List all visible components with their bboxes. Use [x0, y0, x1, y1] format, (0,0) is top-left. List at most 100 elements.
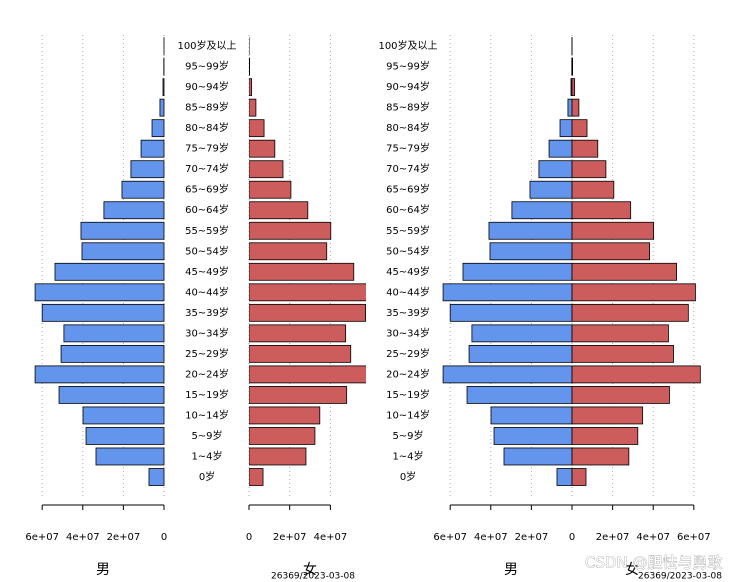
caption: 26369/2023-03-08: [638, 572, 722, 582]
bar: [34, 365, 165, 384]
x-tick-label: 4e+07: [474, 532, 508, 543]
category-label: 30~34岁: [386, 326, 430, 339]
x-tick-label: 0: [161, 532, 167, 543]
x-tick-label: 6e+07: [677, 532, 711, 543]
category-label: 40~44岁: [185, 285, 229, 298]
category-label: 60~64岁: [386, 203, 430, 216]
category-label: 65~69岁: [386, 183, 430, 196]
bar: [249, 406, 321, 425]
category-label: 80~84岁: [386, 121, 430, 134]
x-tick-label: 2e+07: [107, 532, 141, 543]
category-label: 20~24岁: [386, 367, 430, 380]
bar: [249, 386, 348, 404]
bar: [559, 119, 573, 138]
category-label: 1~4岁: [191, 449, 222, 462]
category-label: 85~89岁: [185, 101, 229, 114]
category-label: 85~89岁: [386, 101, 430, 114]
bar: [82, 406, 165, 425]
axis-title: 女: [303, 561, 317, 578]
category-label: 65~69岁: [185, 183, 229, 196]
bar: [249, 344, 352, 363]
bar: [249, 201, 309, 220]
bar: [34, 283, 165, 302]
bar: [462, 262, 573, 281]
category-label: 55~59岁: [185, 224, 229, 237]
bar: [249, 119, 265, 138]
bar: [571, 180, 615, 199]
category-label: 100岁及以上: [177, 39, 236, 52]
bar: [548, 139, 573, 158]
category-label: 1~4岁: [392, 449, 423, 462]
bar: [162, 78, 165, 97]
bar: [442, 365, 573, 384]
bar: [249, 365, 366, 384]
x-tick-label: 2e+07: [273, 532, 307, 543]
bar: [121, 180, 165, 199]
category-label: 25~29岁: [185, 347, 229, 360]
bar: [249, 242, 328, 261]
bar: [249, 221, 332, 240]
bar: [249, 180, 292, 199]
bar: [571, 324, 669, 343]
category-label: 20~24岁: [185, 367, 229, 380]
category-label: 25~29岁: [386, 347, 430, 360]
bar: [130, 160, 165, 179]
bar: [249, 447, 307, 466]
bar: [571, 427, 639, 445]
axis-title: 女: [625, 561, 639, 578]
category-label: 90~94岁: [386, 80, 430, 93]
bar: [249, 57, 251, 76]
bar: [471, 324, 573, 343]
x-tick-label: 0: [569, 532, 575, 543]
bar: [571, 468, 587, 486]
bar: [571, 78, 576, 97]
bar: [249, 139, 276, 158]
bar: [249, 160, 284, 179]
bar: [571, 386, 670, 404]
bar: [571, 221, 655, 240]
bar: [571, 57, 574, 76]
category-label: 95~99岁: [386, 60, 430, 73]
bar: [571, 119, 588, 138]
bar: [249, 283, 366, 302]
category-label: 70~74岁: [386, 162, 430, 175]
bar: [571, 160, 607, 179]
bar: [249, 468, 264, 486]
category-label: 15~19岁: [185, 388, 229, 401]
bar: [489, 242, 573, 261]
bar: [60, 344, 165, 363]
category-label: 40~44岁: [386, 285, 430, 298]
category-label: 80~84岁: [185, 121, 229, 134]
bar: [468, 344, 573, 363]
bar: [571, 447, 630, 466]
x-tick-label: 6e+07: [433, 532, 467, 543]
x-tick-label: 2e+07: [515, 532, 549, 543]
category-label: 0岁: [199, 470, 215, 483]
category-label: 90~94岁: [185, 80, 229, 93]
category-label: 95~99岁: [185, 60, 229, 73]
x-tick-label: 4e+07: [66, 532, 100, 543]
category-label: 55~59岁: [386, 224, 430, 237]
bar: [538, 160, 573, 179]
bar: [151, 119, 165, 138]
category-label: 60~64岁: [185, 203, 229, 216]
bar: [95, 447, 165, 466]
bar: [571, 283, 696, 302]
bar: [442, 283, 573, 302]
bar: [529, 180, 573, 199]
category-label: 45~49岁: [185, 265, 229, 278]
bar: [503, 447, 573, 466]
x-tick-label: 0: [246, 532, 252, 543]
bar: [571, 201, 632, 220]
bar: [148, 468, 165, 486]
bar: [249, 427, 316, 445]
bar: [571, 344, 674, 363]
bar: [571, 139, 599, 158]
category-label: 5~9岁: [191, 429, 222, 442]
bar: [511, 201, 573, 220]
x-tick-label: 4e+07: [636, 532, 670, 543]
axis-title: 男: [96, 562, 110, 578]
category-label: 35~39岁: [386, 306, 430, 319]
bar: [249, 303, 366, 322]
bar: [249, 78, 253, 97]
